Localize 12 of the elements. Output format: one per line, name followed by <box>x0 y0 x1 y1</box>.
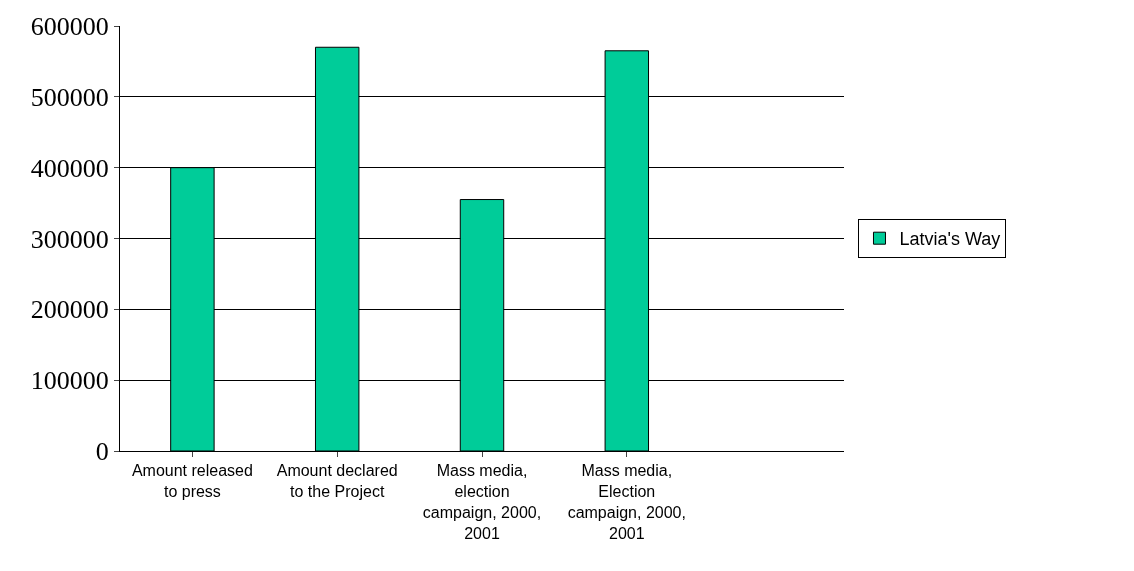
y-tick-label: 200000 <box>30 295 109 325</box>
x-tick-label: Mass media, election campaign, 2000, 2001 <box>422 462 542 542</box>
y-tick-label: 500000 <box>30 82 109 112</box>
x-tick-label: Mass media, Election campaign, 2000, 2001 <box>567 462 686 542</box>
y-tick-label: 100000 <box>30 366 109 396</box>
y-tick-label: 0 <box>95 437 109 467</box>
y-tick-label: 400000 <box>30 153 109 183</box>
x-tick-label: Amount released to press <box>131 462 253 500</box>
y-tick-label: 300000 <box>30 224 109 254</box>
legend-label: Latvia's Way <box>899 229 1001 250</box>
x-tick-label: Amount declared to the Project <box>276 462 398 500</box>
y-tick-label: 600000 <box>30 12 109 42</box>
